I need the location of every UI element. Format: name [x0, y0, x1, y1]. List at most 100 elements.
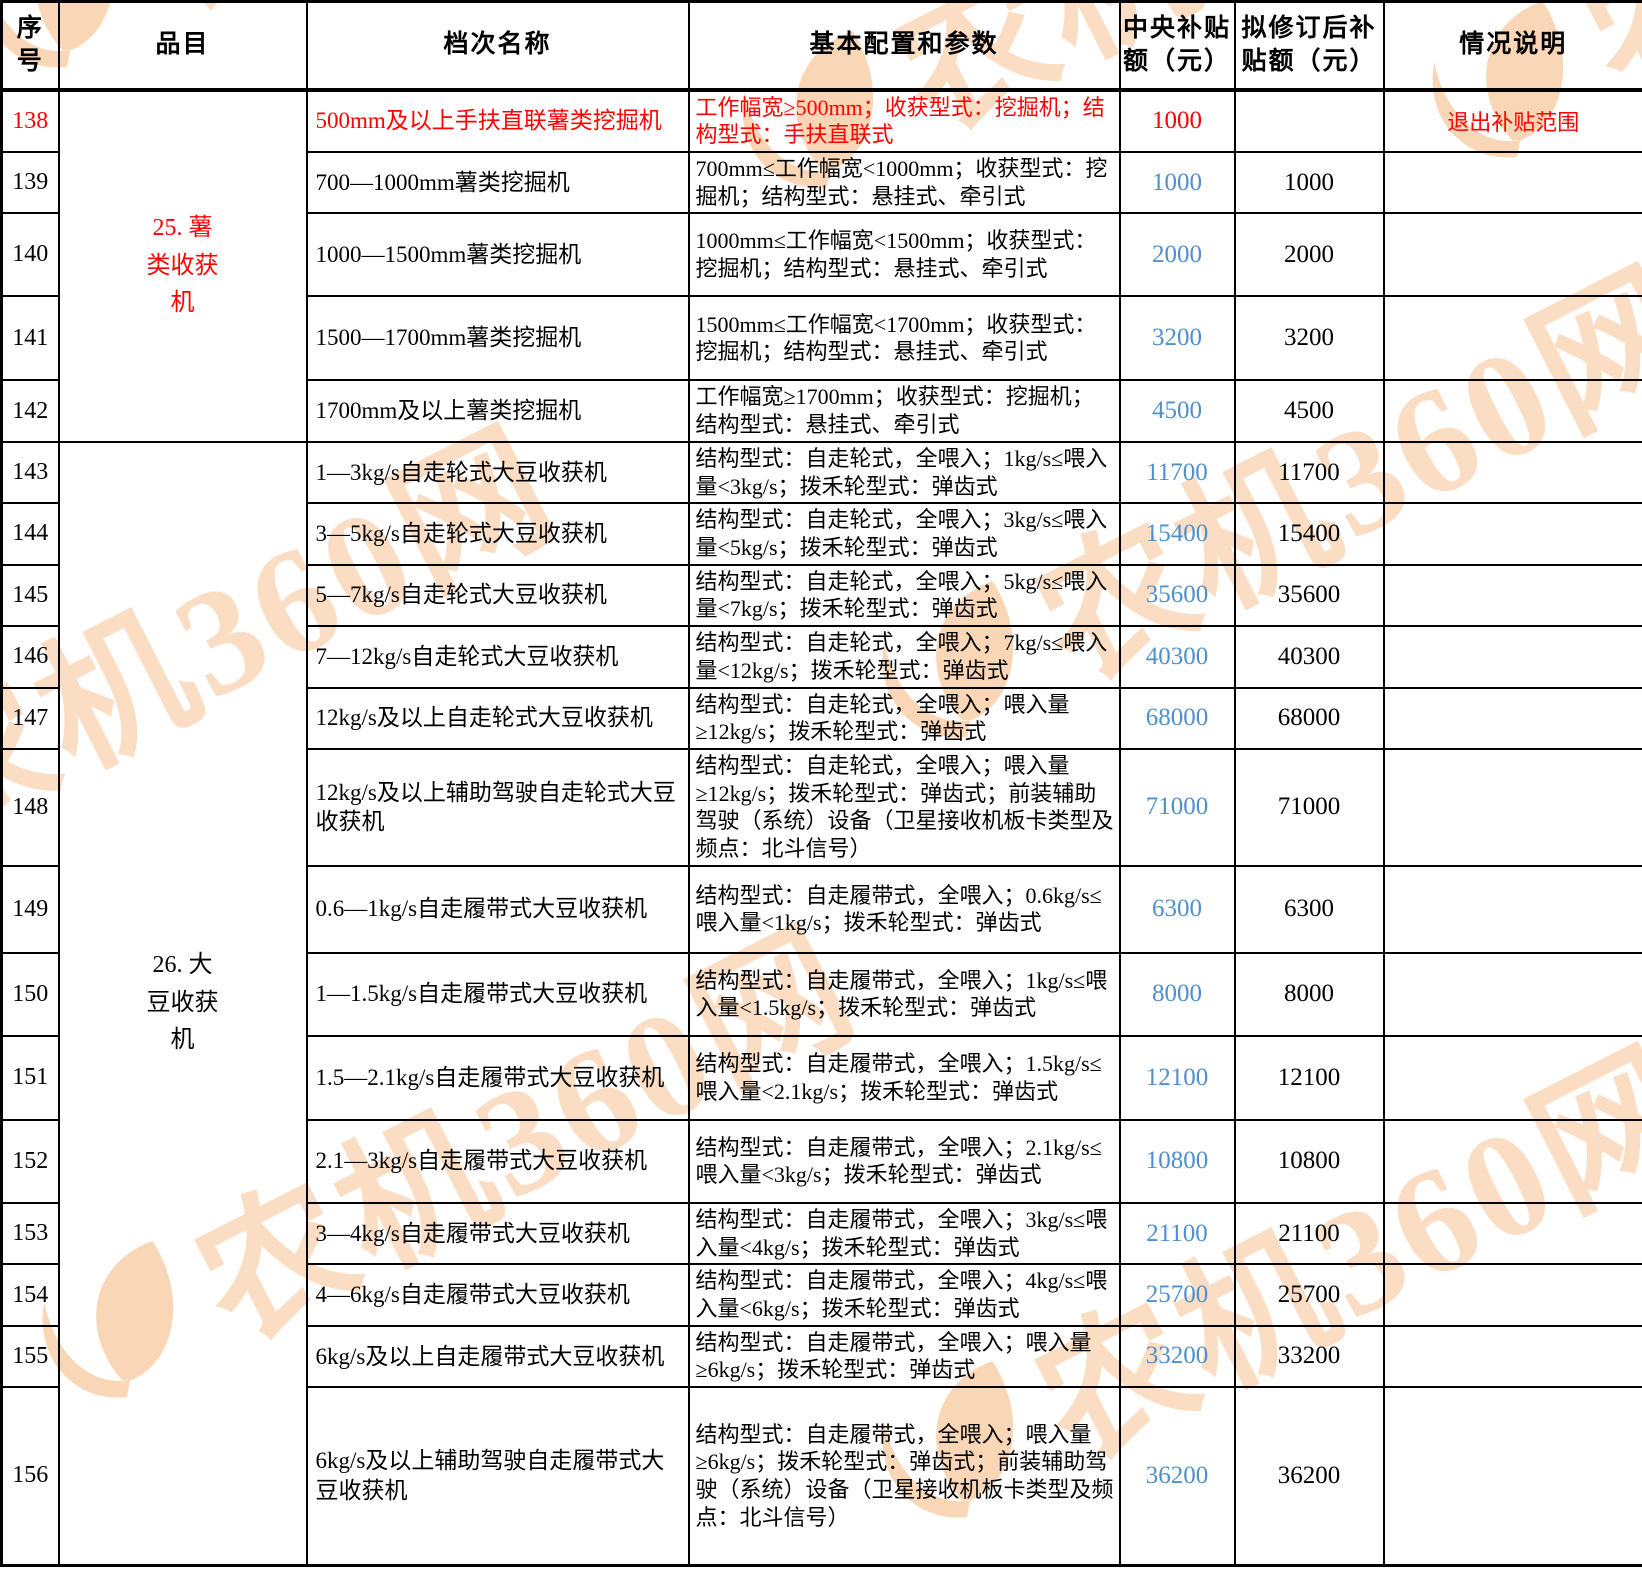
table-row: 138 25. 薯 类收获 机 500mm及以上手扶直联薯类挖掘机 工作幅宽≥5…: [2, 90, 1642, 152]
serial-cell: 148: [2, 749, 59, 866]
serial-cell: 149: [2, 866, 59, 953]
revised-subsidy-cell: 2000: [1235, 213, 1384, 296]
config-cell: 1000mm≤工作幅宽<1500mm；收获型式：挖掘机；结构型式：悬挂式、牵引式: [689, 213, 1120, 296]
serial-cell: 139: [2, 152, 59, 213]
note-cell: [1384, 953, 1642, 1036]
note-cell: [1384, 1120, 1642, 1203]
central-subsidy-cell: 11700: [1120, 442, 1235, 503]
grade-name-cell: 4—6kg/s自走履带式大豆收获机: [307, 1264, 689, 1325]
grade-name-cell: 6kg/s及以上辅助驾驶自走履带式大豆收获机: [307, 1387, 689, 1565]
central-subsidy-cell: 3200: [1120, 296, 1235, 380]
serial-cell: 140: [2, 213, 59, 296]
revised-subsidy-cell: 40300: [1235, 626, 1384, 687]
grade-name-cell: 500mm及以上手扶直联薯类挖掘机: [307, 90, 689, 152]
revised-subsidy-cell: 11700: [1235, 442, 1384, 503]
note-cell: [1384, 152, 1642, 213]
grade-name-cell: 12kg/s及以上自走轮式大豆收获机: [307, 688, 689, 749]
grade-name-cell: 1—3kg/s自走轮式大豆收获机: [307, 442, 689, 503]
grade-name-cell: 6kg/s及以上自走履带式大豆收获机: [307, 1326, 689, 1387]
grade-name-cell: 1500—1700mm薯类挖掘机: [307, 296, 689, 380]
central-subsidy-cell: 10800: [1120, 1120, 1235, 1203]
serial-cell: 138: [2, 90, 59, 152]
grade-name-cell: 12kg/s及以上辅助驾驶自走轮式大豆收获机: [307, 749, 689, 866]
config-cell: 结构型式：自走轮式，全喂入；7kg/s≤喂入量<12kg/s；拨禾轮型式：弹齿式: [689, 626, 1120, 687]
note-cell: [1384, 213, 1642, 296]
header-row: 序号 品目 档次名称 基本配置和参数 中央补贴额（元） 拟修订后补贴额（元） 情…: [2, 2, 1642, 90]
revised-subsidy-cell: 33200: [1235, 1326, 1384, 1387]
config-cell: 结构型式：自走履带式，全喂入；喂入量≥6kg/s；拨禾轮型式：弹齿式: [689, 1326, 1120, 1387]
note-cell: [1384, 380, 1642, 441]
revised-subsidy-cell: 4500: [1235, 380, 1384, 441]
central-subsidy-cell: 35600: [1120, 565, 1235, 626]
serial-cell: 155: [2, 1326, 59, 1387]
serial-cell: 142: [2, 380, 59, 441]
config-cell: 结构型式：自走轮式，全喂入；5kg/s≤喂入量<7kg/s；拨禾轮型式：弹齿式: [689, 565, 1120, 626]
note-cell: [1384, 1036, 1642, 1120]
revised-subsidy-cell: 36200: [1235, 1387, 1384, 1565]
central-subsidy-cell: 2000: [1120, 213, 1235, 296]
note-cell: [1384, 1326, 1642, 1387]
note-cell: [1384, 626, 1642, 687]
central-subsidy-cell: 21100: [1120, 1203, 1235, 1264]
revised-subsidy-cell: 35600: [1235, 565, 1384, 626]
revised-subsidy-cell: 1000: [1235, 152, 1384, 213]
serial-cell: 143: [2, 442, 59, 503]
grade-name-cell: 1.5—2.1kg/s自走履带式大豆收获机: [307, 1036, 689, 1120]
note-cell: [1384, 749, 1642, 866]
central-subsidy-cell: 68000: [1120, 688, 1235, 749]
grade-name-cell: 700—1000mm薯类挖掘机: [307, 152, 689, 213]
config-cell: 结构型式：自走轮式，全喂入；3kg/s≤喂入量<5kg/s；拨禾轮型式：弹齿式: [689, 503, 1120, 564]
note-cell: [1384, 1203, 1642, 1264]
config-cell: 结构型式：自走轮式，全喂入；1kg/s≤喂入量<3kg/s；拨禾轮型式：弹齿式: [689, 442, 1120, 503]
grade-name-cell: 0.6—1kg/s自走履带式大豆收获机: [307, 866, 689, 953]
note-cell: [1384, 296, 1642, 380]
note-cell: [1384, 1387, 1642, 1565]
serial-cell: 154: [2, 1264, 59, 1325]
central-subsidy-cell: 40300: [1120, 626, 1235, 687]
serial-cell: 153: [2, 1203, 59, 1264]
central-subsidy-cell: 6300: [1120, 866, 1235, 953]
central-subsidy-cell: 15400: [1120, 503, 1235, 564]
config-cell: 1500mm≤工作幅宽<1700mm；收获型式：挖掘机；结构型式：悬挂式、牵引式: [689, 296, 1120, 380]
central-subsidy-cell: 36200: [1120, 1387, 1235, 1565]
config-cell: 结构型式：自走履带式，全喂入；1kg/s≤喂入量<1.5kg/s；拨禾轮型式：弹…: [689, 953, 1120, 1036]
note-cell: [1384, 688, 1642, 749]
config-cell: 结构型式：自走履带式，全喂入；4kg/s≤喂入量<6kg/s；拨禾轮型式：弹齿式: [689, 1264, 1120, 1325]
grade-name-cell: 3—5kg/s自走轮式大豆收获机: [307, 503, 689, 564]
config-cell: 700mm≤工作幅宽<1000mm；收获型式：挖掘机；结构型式：悬挂式、牵引式: [689, 152, 1120, 213]
grade-name-cell: 7—12kg/s自走轮式大豆收获机: [307, 626, 689, 687]
grade-name-cell: 1000—1500mm薯类挖掘机: [307, 213, 689, 296]
serial-cell: 147: [2, 688, 59, 749]
central-subsidy-cell: 25700: [1120, 1264, 1235, 1325]
revised-subsidy-cell: 8000: [1235, 953, 1384, 1036]
note-cell: [1384, 565, 1642, 626]
central-subsidy-cell: 33200: [1120, 1326, 1235, 1387]
serial-cell: 151: [2, 1036, 59, 1120]
config-cell: 结构型式：自走轮式，全喂入；喂入量≥12kg/s；拨禾轮型式：弹齿式: [689, 688, 1120, 749]
revised-subsidy-cell: 10800: [1235, 1120, 1384, 1203]
config-cell: 结构型式：自走履带式，全喂入；3kg/s≤喂入量<4kg/s；拨禾轮型式：弹齿式: [689, 1203, 1120, 1264]
serial-cell: 150: [2, 953, 59, 1036]
header-grade-name: 档次名称: [307, 2, 689, 90]
header-config: 基本配置和参数: [689, 2, 1120, 90]
serial-cell: 152: [2, 1120, 59, 1203]
config-cell: 工作幅宽≥500mm；收获型式：挖掘机；结构型式：手扶直联式: [689, 90, 1120, 152]
revised-subsidy-cell: 25700: [1235, 1264, 1384, 1325]
note-cell: [1384, 866, 1642, 953]
central-subsidy-cell: 4500: [1120, 380, 1235, 441]
config-cell: 工作幅宽≥1700mm；收获型式：挖掘机；结构型式：悬挂式、牵引式: [689, 380, 1120, 441]
grade-name-cell: 3—4kg/s自走履带式大豆收获机: [307, 1203, 689, 1264]
revised-subsidy-cell: 68000: [1235, 688, 1384, 749]
header-revised-subsidy: 拟修订后补贴额（元）: [1235, 2, 1384, 90]
serial-cell: 146: [2, 626, 59, 687]
config-cell: 结构型式：自走履带式，全喂入；喂入量≥6kg/s；拨禾轮型式：弹齿式；前装辅助驾…: [689, 1387, 1120, 1565]
note-cell: 退出补贴范围: [1384, 90, 1642, 152]
grade-name-cell: 5—7kg/s自走轮式大豆收获机: [307, 565, 689, 626]
grade-name-cell: 1—1.5kg/s自走履带式大豆收获机: [307, 953, 689, 1036]
config-cell: 结构型式：自走轮式，全喂入；喂入量≥12kg/s；拨禾轮型式：弹齿式；前装辅助驾…: [689, 749, 1120, 866]
grade-name-cell: 2.1—3kg/s自走履带式大豆收获机: [307, 1120, 689, 1203]
central-subsidy-cell: 12100: [1120, 1036, 1235, 1120]
revised-subsidy-cell: 6300: [1235, 866, 1384, 953]
header-central-subsidy: 中央补贴额（元）: [1120, 2, 1235, 90]
revised-subsidy-cell: 3200: [1235, 296, 1384, 380]
